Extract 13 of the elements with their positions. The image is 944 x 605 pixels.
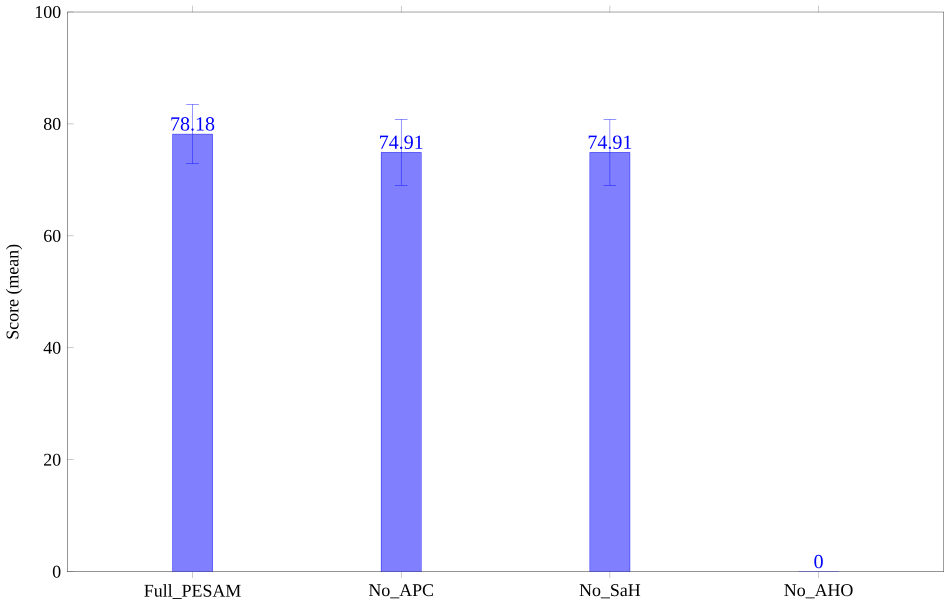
y-axis-title: Score (mean) [6, 244, 22, 339]
x-tick-label: Full_PESAM [144, 584, 241, 599]
y-tick-label: 80 [44, 118, 60, 130]
data-label: 0 [814, 554, 823, 568]
y-tick-label: 100 [36, 6, 60, 18]
y-tick-label: 40 [44, 342, 60, 354]
y-tick-label: 60 [44, 230, 60, 242]
x-tick-label: No_APC [368, 584, 434, 598]
x-tick-label: No_AHO [784, 584, 853, 598]
y-tick-label: 0 [52, 566, 60, 578]
data-label: 78.18 [171, 117, 214, 131]
y-tick-label: 20 [44, 454, 60, 466]
x-tick-label: No_SaH [580, 584, 640, 598]
